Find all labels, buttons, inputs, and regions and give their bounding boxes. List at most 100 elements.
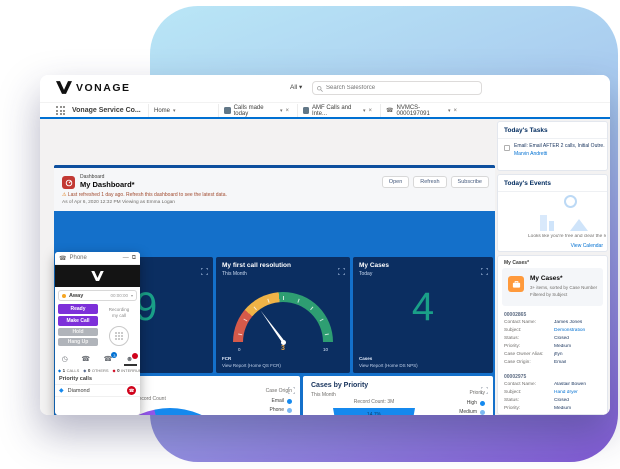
todays-tasks-panel: Today's Tasks Email: Email AFTER 2 calls… <box>497 121 608 171</box>
building-illustration <box>549 221 554 231</box>
dashboard-top-strip <box>54 165 495 168</box>
dialpad-button[interactable] <box>109 326 129 346</box>
legend-dot <box>480 409 485 415</box>
legend-dot <box>480 400 485 406</box>
events-title: Today's Events <box>504 180 551 187</box>
vonage-v-icon <box>56 81 72 94</box>
app-launcher-icon[interactable] <box>56 106 65 115</box>
case-field-row: Status: Closed <box>504 398 569 403</box>
priority-calls-label: Priority calls <box>59 376 93 382</box>
tab-home[interactable]: Home ▾ <box>148 104 215 117</box>
legend-dot <box>287 407 292 413</box>
case-field-row: Subject: Demonstration <box>504 328 605 336</box>
subscribe-button[interactable]: Subscribe <box>450 176 489 188</box>
chevron-down-icon[interactable]: ▾ <box>173 107 176 114</box>
funnel-segment-high[interactable]: 14.7% <box>333 408 415 415</box>
make-call-button[interactable]: Make Call <box>58 316 98 326</box>
minimize-icon[interactable]: — <box>122 255 129 261</box>
counter-calls: ◆ 1 CALLS <box>58 368 80 373</box>
widget-subtitle: This Month <box>222 271 247 277</box>
widget-first-call-resolution: My first call resolution This Month <box>216 257 350 373</box>
subject-link[interactable]: Hand dryer <box>554 390 578 395</box>
contacts-icon[interactable]: ☻ <box>123 352 139 366</box>
expand-icon[interactable] <box>480 262 489 280</box>
widget-subtitle: This Month <box>311 392 336 398</box>
legend-item[interactable]: Medium <box>459 409 485 415</box>
case-field-row: Contact Name: James Jones <box>504 320 583 325</box>
case-number-link[interactable]: 00002975 <box>504 374 527 380</box>
dashboard-eyebrow: Dashboard <box>80 174 105 180</box>
legend-item[interactable]: High <box>467 400 485 406</box>
mountain-illustration <box>570 219 588 231</box>
report-icon <box>224 107 231 114</box>
view-report-link[interactable]: View Report (Home DS NPS) <box>359 363 418 368</box>
subject-link[interactable]: Demonstration <box>554 328 586 333</box>
priority-call-row[interactable]: ◆ Diamond ☎ <box>55 384 140 397</box>
case-field-row: Case Origin: Email <box>504 360 566 365</box>
widget-cases-by-priority: Cases by Priority This Month Record Coun… <box>303 376 493 415</box>
widget-footer-label: Cases <box>359 356 373 361</box>
refresh-button[interactable]: Refresh <box>413 176 447 188</box>
expand-icon[interactable] <box>337 262 346 280</box>
status-timer: 00:00:00 <box>110 293 128 298</box>
case-number-link[interactable]: 00002865 <box>504 312 527 318</box>
vonage-wordmark: VONAGE <box>76 81 131 94</box>
app-name: Vonage Service Co... <box>72 107 141 114</box>
metric-value: 4 <box>411 285 435 329</box>
chevron-down-icon[interactable]: ▾ <box>279 107 283 114</box>
close-icon[interactable]: × <box>285 107 289 114</box>
case-field-row: Case Owner Alias: jflyn <box>504 352 563 357</box>
nav-underline <box>40 117 610 119</box>
popout-icon[interactable]: ⧉ <box>131 254 136 261</box>
phone-icon: ☎ <box>59 255 67 262</box>
gauge-max-label: 10 <box>322 347 328 352</box>
agent-status-selector[interactable]: Away 00:00:00 ▾ <box>58 290 137 301</box>
history-icon[interactable]: ◷ <box>61 356 68 363</box>
tab-amf-calls[interactable]: AMF Calls and Inte... ▾ × <box>297 104 377 117</box>
search-input[interactable] <box>326 85 477 91</box>
expand-icon[interactable] <box>200 262 209 280</box>
my-cases-card-title[interactable]: My Cases* <box>530 275 563 282</box>
calls-icon[interactable]: ☎ 3 <box>103 352 118 363</box>
my-cases-panel: My Cases* My Cases* 3+ items, sorted by … <box>497 255 608 415</box>
task-checkbox[interactable] <box>504 145 510 151</box>
agent-status: Away <box>69 292 84 299</box>
donut-axis-label: Record Count <box>135 396 166 402</box>
close-icon[interactable]: × <box>368 107 372 114</box>
close-icon[interactable]: × <box>453 107 457 114</box>
hold-button[interactable]: Hold <box>58 328 98 336</box>
phone-icon[interactable]: ☎ <box>81 356 91 363</box>
tasks-title: Today's Tasks <box>504 127 548 134</box>
donut-chart[interactable] <box>95 408 245 415</box>
sun-illustration-icon <box>564 195 577 208</box>
legend-title: Case Origin <box>265 388 292 394</box>
chevron-down-icon[interactable]: ▾ <box>447 107 451 114</box>
counter-interrupted: ◆0INTERRUPTED <box>112 368 140 373</box>
chevron-down-icon[interactable]: ▾ <box>130 293 133 298</box>
chevron-down-icon[interactable]: ▾ <box>362 107 366 114</box>
task-contact-link[interactable]: Marvin Andretti <box>514 151 548 157</box>
widget-footer-label: FCR <box>222 356 232 361</box>
vonage-logo: VONAGE <box>56 81 131 94</box>
hangup-button[interactable]: Hang Up <box>58 338 98 346</box>
task-subject-link[interactable]: Email: Email AFTER 2 calls, Initial Outr… <box>514 143 605 149</box>
my-cases-list-header[interactable]: My Cases* 3+ items, sorted by Case Numbe… <box>502 268 603 306</box>
view-calendar-link[interactable]: View Calendar <box>570 243 603 249</box>
open-button[interactable]: Open <box>381 176 410 188</box>
phone-widget-header[interactable]: ☎ Phone — ⧉ <box>55 252 140 265</box>
vonage-v-icon <box>91 271 104 281</box>
divider <box>498 138 607 139</box>
ready-button[interactable]: Ready <box>58 304 98 314</box>
gauge-min-label: 0 <box>238 347 241 352</box>
tab-nvmcs-record[interactable]: ☎ NVMCS-0000197091 ▾ × <box>380 104 462 117</box>
legend-title: Priority <box>469 390 485 396</box>
view-report-link[interactable]: View Report (Home QS FCR) <box>222 363 281 368</box>
search-scope-dropdown[interactable]: All ▾ <box>290 84 303 91</box>
end-call-icon[interactable]: ☎ <box>127 386 136 395</box>
legend-item[interactable]: Email <box>271 398 292 404</box>
legend-item[interactable]: Phone <box>270 407 292 413</box>
dashboard-title: My Dashboard* <box>80 180 135 189</box>
tab-calls-made-today[interactable]: Calls made today ▾ × <box>218 104 294 117</box>
vonage-panel <box>55 265 140 287</box>
